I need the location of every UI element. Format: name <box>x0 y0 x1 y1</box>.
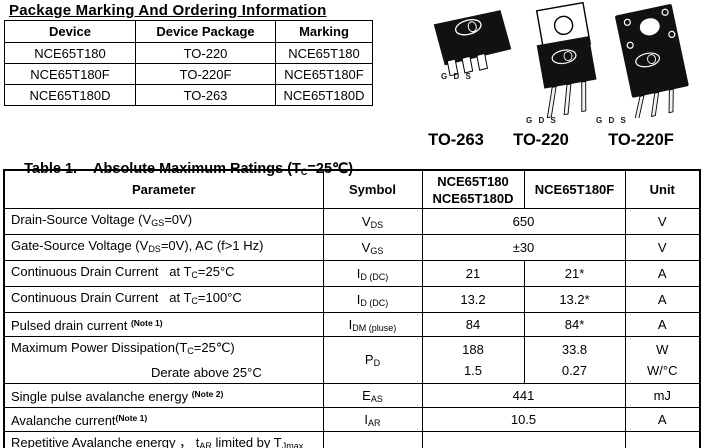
parameter-cell: Avalanche current(Note 1) <box>3 407 324 432</box>
ordering-cell: TO-263 <box>135 84 276 106</box>
ratings-row: Maximum Power Dissipation(TC=25℃) Derate … <box>3 336 701 384</box>
ordering-cell: TO-220F <box>135 63 276 85</box>
ordering-cell: NCE65T180D <box>275 84 373 106</box>
value-cell-span: 10.5 <box>421 407 626 432</box>
value-cell-span: 441 <box>421 383 626 408</box>
symbol-cell: ID (DC) <box>322 260 423 287</box>
ordering-cell: NCE65T180 <box>275 42 373 64</box>
value-cell: 13.2 <box>421 286 525 313</box>
ratings-row: Drain-Source Voltage (VGS=0V) VDS 650 V <box>3 208 701 235</box>
value-cell-span: ±30 <box>421 234 626 261</box>
symbol-cell: IDM (pluse) <box>322 312 423 337</box>
parameter-cell: Gate-Source Voltage (VDS=0V), AC (f>1 Hz… <box>3 234 324 261</box>
to263-pins-label: G D S <box>441 72 473 81</box>
ratings-row: Gate-Source Voltage (VDS=0V), AC (f>1 Hz… <box>3 234 701 261</box>
symbol-cell: VDS <box>322 208 423 235</box>
section-title-ordering: Package Marking And Ordering Information <box>9 2 327 19</box>
parameter-cell: Single pulse avalanche energy (Note 2) <box>3 383 324 408</box>
symbol-cell: VGS <box>322 234 423 261</box>
symbol-cell: ID (DC) <box>322 286 423 313</box>
parameter-cell: Repetitive Avalanche energy ， tAR limite… <box>3 431 324 448</box>
ratings-row: Single pulse avalanche energy (Note 2) EA… <box>3 383 701 408</box>
value-cell: 21* <box>523 260 626 287</box>
to220-pins-label: G D S <box>526 116 558 125</box>
parameter-cell: Drain-Source Voltage (VGS=0V) <box>3 208 324 235</box>
to220f-pins-label: G D S <box>596 116 628 125</box>
value-cell: 188 1.5 <box>421 336 525 384</box>
unit-cell: A <box>624 260 701 287</box>
symbol-cell: EAR <box>322 431 423 448</box>
ratings-header-cell: Unit <box>624 169 701 209</box>
value-cell-span: 650 <box>421 208 626 235</box>
to220-package-drawing <box>535 2 597 118</box>
ordering-header-row: Device Device Package Marking <box>4 20 373 43</box>
ordering-header-cell: Device <box>4 20 136 43</box>
unit-cell: A <box>624 407 701 432</box>
ratings-header-cell: NCE65T180 NCE65T180D <box>421 169 525 209</box>
ordering-header-cell: Device Package <box>135 20 276 43</box>
symbol-cell: IAR <box>322 407 423 432</box>
ordering-table-head: Device Device Package Marking <box>4 20 373 43</box>
unit-cell: mJ <box>624 383 701 408</box>
value-cell: 33.8 0.27 <box>523 336 626 384</box>
package-name-to220f: TO-220F <box>608 131 674 149</box>
ordering-cell: NCE65T180F <box>275 63 373 85</box>
parameter-cell: Continuous Drain Current at TC=100°C <box>3 286 324 313</box>
ratings-row: Pulsed drain current (Note 1) IDM (pluse)… <box>3 312 701 337</box>
ratings-row: Avalanche current(Note 1) IAR 10.5 A <box>3 407 701 432</box>
unit-cell: W W/°C <box>624 336 701 384</box>
ordering-header-cell: Marking <box>275 20 373 43</box>
ratings-header-row: Parameter Symbol NCE65T180 NCE65T180D NCE65T… <box>3 169 701 209</box>
value-cell: 13.2* <box>523 286 626 313</box>
value-cell: 84* <box>523 312 626 337</box>
package-name-to263: TO-263 <box>428 131 484 149</box>
unit-cell: V <box>624 234 701 261</box>
unit-cell: V <box>624 208 701 235</box>
ordering-cell: NCE65T180D <box>4 84 136 106</box>
ordering-cell: NCE65T180F <box>4 63 136 85</box>
ratings-header-cell: NCE65T180F <box>523 169 626 209</box>
to263-package-drawing <box>433 10 512 76</box>
parameter-cell: Pulsed drain current (Note 1) <box>3 312 324 337</box>
symbol-cell: EAS <box>322 383 423 408</box>
value-cell: 84 <box>421 312 525 337</box>
ordering-row: NCE65T180D TO-263 NCE65T180D <box>4 84 373 106</box>
ordering-table-body: NCE65T180 TO-220 NCE65T180 NCE65T180F TO-220… <box>4 42 373 106</box>
ordering-row: NCE65T180F TO-220F NCE65T180F <box>4 63 373 85</box>
ratings-row: Continuous Drain Current at TC=25°C ID (D… <box>3 260 701 287</box>
ratings-header-cell: Symbol <box>322 169 423 209</box>
value-cell-span: 0.7 <box>421 431 626 448</box>
ratings-row: Repetitive Avalanche energy ， tAR limite… <box>3 431 701 448</box>
ratings-row: Continuous Drain Current at TC=100°C ID (… <box>3 286 701 313</box>
ordering-row: NCE65T180 TO-220 NCE65T180 <box>4 42 373 64</box>
unit-cell: mJ <box>624 431 701 448</box>
ratings-table-body: Drain-Source Voltage (VGS=0V) VDS 650 V Gate… <box>3 208 701 448</box>
ratings-header-cell: Parameter <box>3 169 324 209</box>
ordering-cell: NCE65T180 <box>4 42 136 64</box>
symbol-cell: PD <box>322 336 423 384</box>
ratings-table-head: Parameter Symbol NCE65T180 NCE65T180D NCE65T… <box>3 169 701 209</box>
to220f-package-drawing <box>615 4 689 118</box>
ratings-table: Parameter Symbol NCE65T180 NCE65T180D NCE65T… <box>3 169 701 448</box>
unit-cell: A <box>624 312 701 337</box>
package-name-to220: TO-220 <box>513 131 569 149</box>
parameter-cell: Continuous Drain Current at TC=25°C <box>3 260 324 287</box>
ordering-table: Device Device Package Marking NCE65T180 TO-… <box>4 20 373 106</box>
unit-cell: A <box>624 286 701 313</box>
value-cell: 21 <box>421 260 525 287</box>
ordering-cell: TO-220 <box>135 42 276 64</box>
parameter-cell: Maximum Power Dissipation(TC=25℃) Derate … <box>3 336 324 384</box>
